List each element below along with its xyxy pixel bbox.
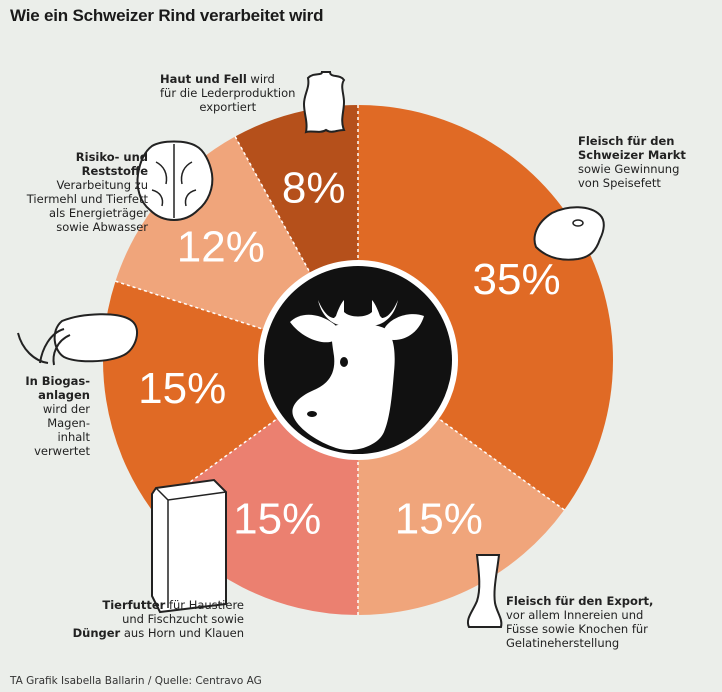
annotation-export: Fleisch für den Export, vor allem Innere… xyxy=(506,594,654,650)
brain-icon xyxy=(136,140,214,222)
feed-bag-icon xyxy=(151,478,227,614)
cow-head-icon xyxy=(290,300,424,451)
hide-icon xyxy=(302,71,346,134)
slice-percent-label: 15% xyxy=(395,495,483,544)
slice-percent-label: 15% xyxy=(138,364,226,413)
chart-title: Wie ein Schweizer Rind verarbeitet wird xyxy=(10,6,324,25)
steak-icon xyxy=(533,206,605,261)
annotation-fleisch-ch: Fleisch für den Schweizer Markt sowie Ge… xyxy=(578,134,686,190)
source-credit: TA Grafik Isabella Ballarin / Quelle: Ce… xyxy=(10,675,262,687)
annotation-haut: Haut und Fell wird für die Lederprodukti… xyxy=(160,72,296,114)
pie-slice xyxy=(358,105,614,510)
stomach-icon xyxy=(17,313,139,366)
hoof-icon xyxy=(467,554,503,628)
slice-percent-label: 15% xyxy=(233,495,321,544)
slice-labels: 35% 15% 15% 15% 12% 8% xyxy=(138,164,560,544)
slice-percent-label: 35% xyxy=(473,255,561,304)
annotation-biogas: In Biogas- anlagen wird der Magen- inhal… xyxy=(25,374,90,458)
annotation-risiko: Risiko- und Reststoffe Verarbeitung zu T… xyxy=(26,150,148,234)
slice-percent-label: 12% xyxy=(177,223,265,272)
pie-slice xyxy=(102,281,358,510)
annotation-tierfutter: Tierfutter für Haustiere und Fischzucht … xyxy=(72,598,244,640)
slice-percent-label: 8% xyxy=(282,164,346,213)
